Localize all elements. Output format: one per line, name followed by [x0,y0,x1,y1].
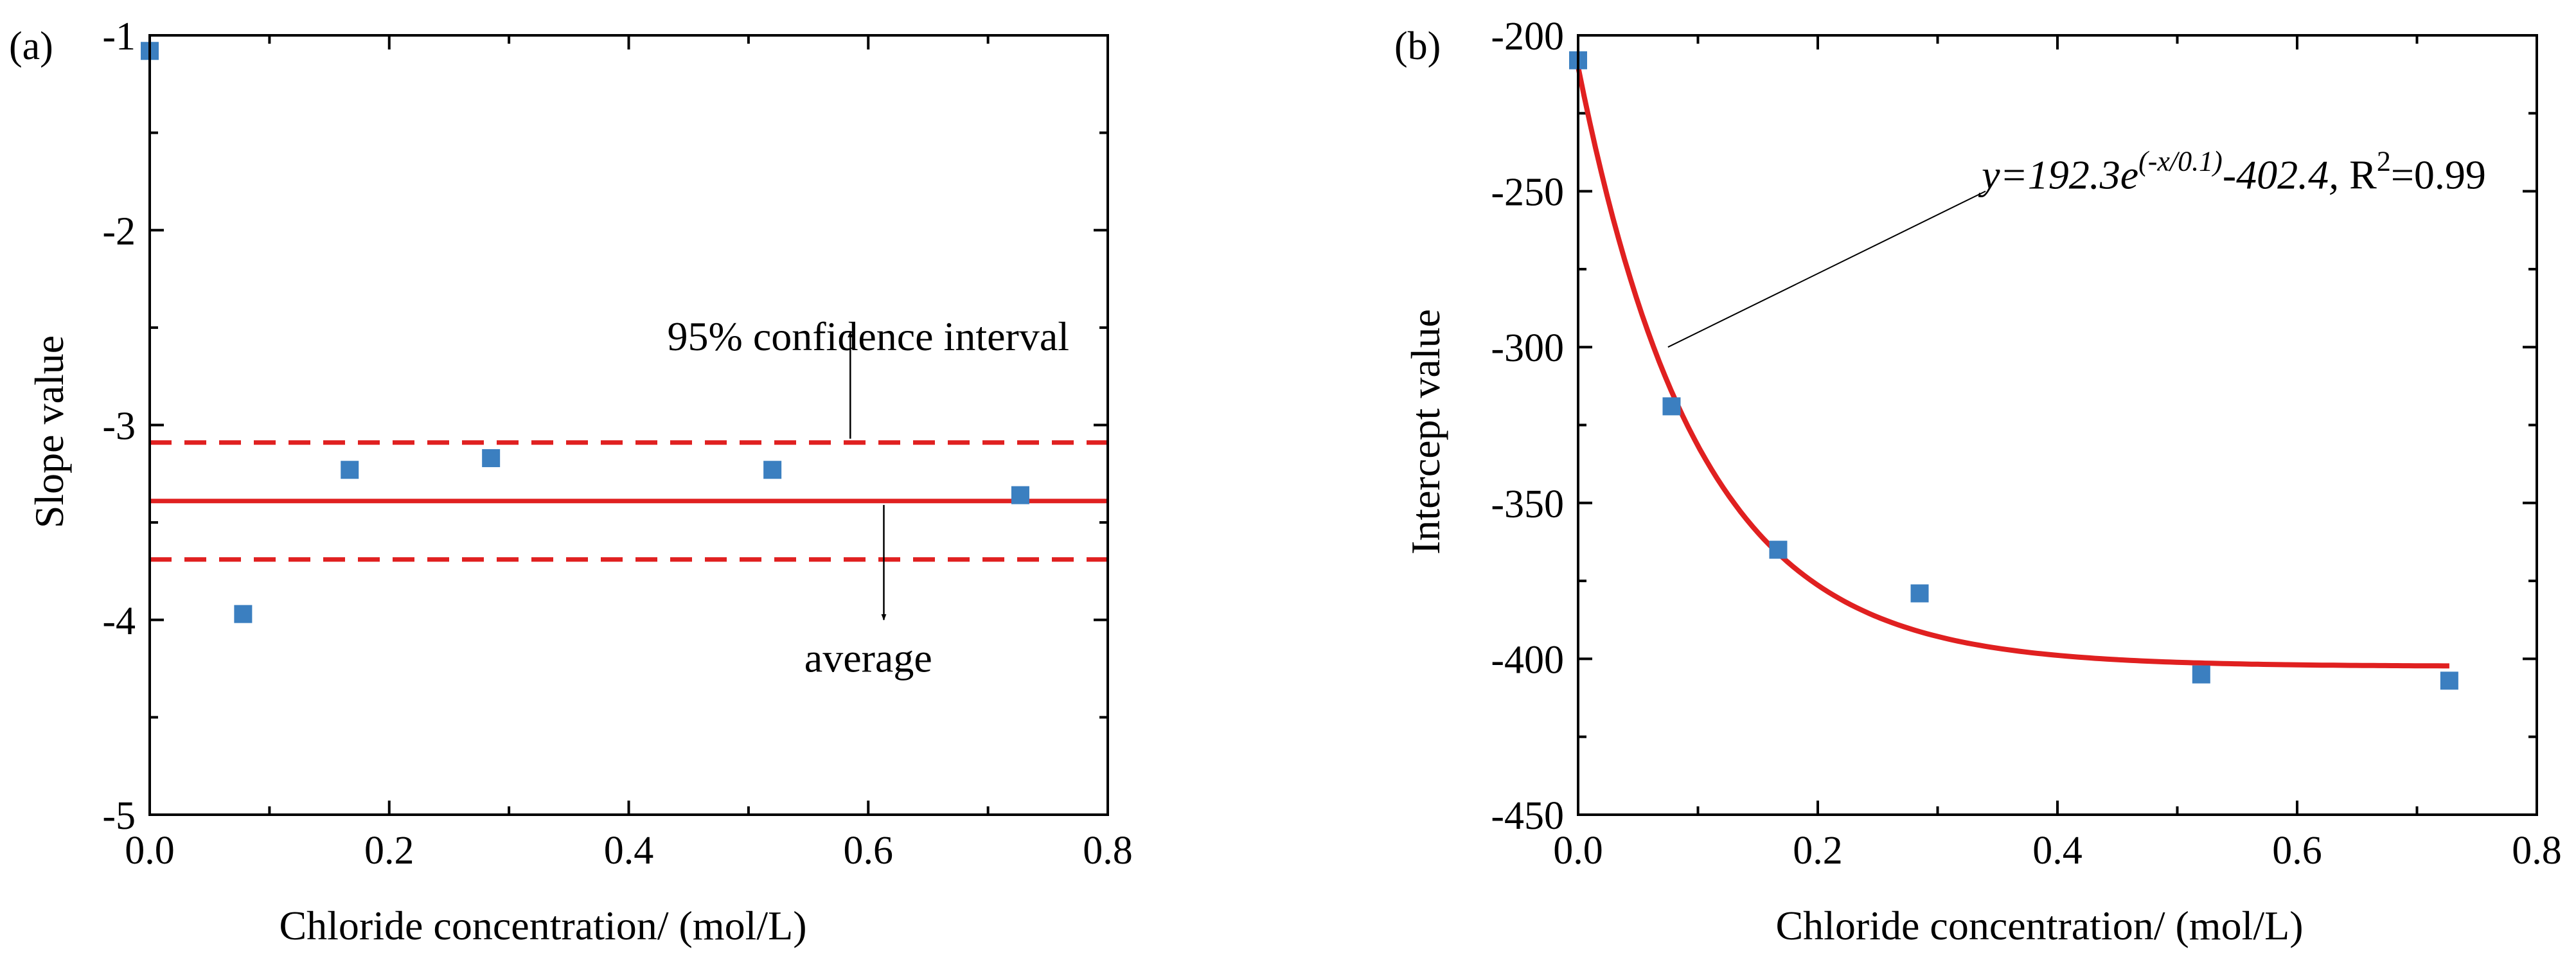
data-point [341,461,359,479]
x-tick-label: 0.8 [2512,829,2562,873]
chart-b-points [1569,51,2458,690]
x-tick-label: 0.2 [1793,829,1843,873]
equation-y-part: y=192.3e [1978,152,2138,198]
panel-b-label: (b) [1394,24,1441,68]
chart-b-y-axis-title: Intercept value [1403,309,1448,554]
y-tick-label: -3 [102,405,136,448]
data-point [1662,397,1681,416]
x-tick-label: 0.0 [1553,829,1603,873]
chart-a-ticks: 0.0 0.2 0.4 0.6 0.8 -5 -4 -3 -2 -1 [102,15,1132,873]
chart-a-annotations: 95% confidence interval average [668,314,1070,680]
average-label: average [804,635,932,680]
equation-r-label: R [2349,152,2377,198]
chart-a-reference-lines [150,440,1108,562]
data-point [482,449,501,468]
equation-pointer-line [1667,190,1986,348]
data-point [2440,671,2458,690]
panel-a-label: (a) [9,24,53,68]
chart-a: (a) 0.0 0.2 0.4 0.6 0.8 -5 -4 -3 -2 -1 95% confid… [9,15,1133,948]
confidence-interval-label: 95% confidence interval [668,314,1070,359]
equation-constant: -402.4, [2223,152,2339,198]
chart-b: (b) 0.0 0.2 0.4 0.6 0.8 -450 -400 -350 -300 -250 -… [1394,15,2562,948]
x-tick-label: 0.6 [2272,829,2322,873]
data-point [2192,665,2210,684]
x-tick-label: 0.4 [2032,829,2083,873]
x-tick-label: 0.2 [364,829,414,873]
chart-a-x-axis-title: Chloride concentration/ (mol/L) [279,903,806,948]
x-tick-label: 0.8 [1083,829,1133,873]
y-tick-label: -5 [102,794,136,838]
data-point [763,461,782,479]
equation-r-power: 2 [2377,146,2391,177]
y-tick-label: -4 [102,599,136,643]
data-point [1769,540,1788,559]
x-tick-label: 0.0 [125,829,175,873]
chart-b-ticks: 0.0 0.2 0.4 0.6 0.8 -450 -400 -350 -300 -250 -200 [1491,15,2561,873]
y-tick-label: -400 [1491,638,1564,682]
y-tick-label: -450 [1491,794,1564,838]
data-point [1910,584,1929,603]
y-tick-label: -300 [1491,326,1564,370]
y-tick-label: -200 [1491,15,1564,58]
x-tick-label: 0.6 [844,829,894,873]
y-tick-label: -250 [1491,171,1564,215]
chart-b-x-axis-title: Chloride concentration/ (mol/L) [1775,903,2303,948]
y-tick-label: -350 [1491,483,1564,526]
x-tick-label: 0.4 [604,829,654,873]
equation-r-value: =0.99 [2391,152,2486,198]
chart-b-plot-frame [1577,34,2538,816]
chart-a-y-axis-title: Slope value [26,335,72,528]
fit-equation: y=192.3e(-x/0.1)-402.4, R2=0.99 [1978,146,2486,198]
y-tick-label: -1 [102,15,136,58]
chart-a-plot-frame [148,34,1109,816]
data-point [234,605,253,623]
exponential-fit-curve [1576,66,2449,669]
y-tick-label: -2 [102,209,136,253]
equation-exponent: (-x/0.1) [2138,146,2223,177]
data-point [1011,486,1029,504]
